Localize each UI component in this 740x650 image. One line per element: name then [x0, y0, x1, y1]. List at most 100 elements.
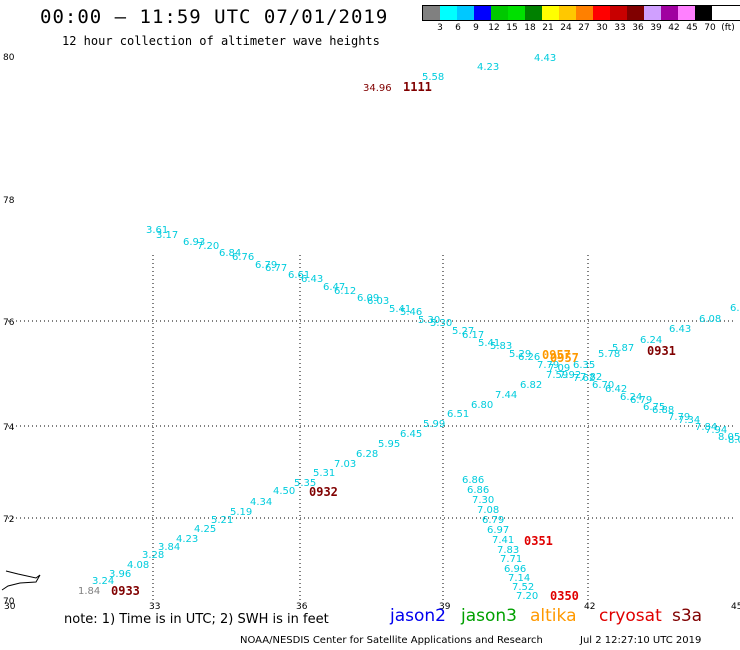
wave-height-value: 7.83	[497, 545, 519, 556]
wave-height-value: 6.97	[487, 525, 509, 536]
wave-height-value: 34.96	[363, 83, 392, 94]
wave-height-value: 6.70	[592, 380, 614, 391]
wave-height-value: 5.27	[452, 326, 474, 337]
wave-height-value: 6.76	[232, 252, 254, 263]
legend-swatch	[559, 6, 576, 20]
wave-height-value: 7.09	[548, 363, 570, 374]
wave-height-value: 5.21	[211, 515, 233, 526]
wave-height-value: 6.51	[447, 409, 469, 420]
latitude-label: 74	[3, 423, 15, 433]
legend-swatch	[423, 6, 440, 20]
wave-height-value: 6.86	[462, 475, 484, 486]
satellite-label-altika: altika	[530, 606, 577, 626]
wave-height-value: 7.59	[546, 370, 568, 381]
pass-time-label: 0957	[550, 351, 579, 365]
wave-height-value: 3.61	[146, 225, 168, 236]
wave-height-value: 6.	[730, 303, 740, 314]
legend-swatch	[661, 6, 678, 20]
legend-label: 70	[704, 23, 716, 33]
wave-height-value: 5.19	[230, 507, 252, 518]
map-title: 00:00 – 11:59 UTC 07/01/2019	[40, 6, 389, 28]
wave-height-value: 3.96	[109, 569, 131, 580]
longitude-label: 30	[4, 602, 16, 612]
satellite-label-s3a: s3a	[672, 606, 703, 626]
pass-time-label: 1111	[403, 80, 432, 94]
wave-height-value: 5.41	[478, 338, 500, 349]
legend-label: 12	[488, 23, 500, 33]
satellite-label-jason3: jason3	[461, 606, 517, 626]
longitude-label: 42	[584, 602, 595, 612]
legend-label: 18	[524, 23, 536, 33]
wave-height-value: 6.88	[652, 405, 674, 416]
wave-height-value: 5.46	[400, 307, 422, 318]
wave-height-value: 6.45	[400, 429, 422, 440]
wave-height-value: 8.05	[718, 432, 740, 443]
legend-swatch	[542, 6, 559, 20]
longitude-label: 39	[439, 602, 451, 612]
wave-height-value: 6.79	[630, 395, 652, 406]
legend-label: 39	[650, 23, 662, 33]
wave-height-value: 6.24	[620, 392, 642, 403]
wave-height-value: 7.41	[492, 535, 514, 546]
wave-height-value: 5.95	[378, 439, 400, 450]
wave-height-value: 7.79	[668, 412, 690, 423]
wave-height-value: 6.03	[367, 296, 389, 307]
map-subtitle: 12 hour collection of altimeter wave hei…	[62, 34, 380, 48]
wave-height-value: 5.29	[509, 349, 531, 360]
wave-height-value: 6.42	[605, 384, 627, 395]
wave-height-value: 7.94	[705, 425, 727, 436]
wave-height-value: 5.31	[313, 468, 335, 479]
wave-height-value: 4.08	[127, 560, 149, 571]
legend-swatch	[610, 6, 627, 20]
legend-swatch	[491, 6, 508, 20]
wave-height-value: 6.12	[334, 286, 356, 297]
wave-height-value: 5.30	[418, 315, 440, 326]
latitude-label: 76	[3, 318, 15, 328]
legend-label: 3	[437, 23, 443, 33]
wave-height-value: 6.82	[520, 380, 542, 391]
legend-swatch	[440, 6, 457, 20]
legend-label: 21	[542, 23, 554, 33]
coastline-outline	[1, 570, 41, 591]
pass-time-label: 0932	[309, 485, 338, 499]
latitude-label: 80	[3, 53, 15, 63]
legend-label: 42	[668, 23, 680, 33]
wave-height-value: 6.08	[699, 314, 721, 325]
wave-height-value: 7.34	[678, 415, 700, 426]
legend-label: 27	[578, 23, 590, 33]
wave-height-value: 7.92	[559, 370, 581, 381]
legend-swatch	[627, 6, 644, 20]
wave-height-value: 6.84	[219, 248, 241, 259]
wave-height-value: 6.26	[518, 352, 540, 363]
wave-height-value: 6.28	[356, 449, 378, 460]
pass-time-label: 0351	[524, 534, 553, 548]
wave-height-value: 4.23	[176, 534, 198, 545]
lat-lon-grid	[8, 255, 735, 600]
wave-height-value: 5.41	[389, 304, 411, 315]
pass-time-label: 0957	[542, 348, 571, 362]
wave-height-value: 5.87	[612, 343, 634, 354]
longitude-label: 33	[149, 602, 160, 612]
wave-height-value: 6.35	[573, 360, 595, 371]
footnote: note: 1) Time is in UTC; 2) SWH is in fe…	[64, 612, 329, 627]
wave-height-value: 6.93	[183, 237, 205, 248]
longitude-label: 45	[731, 602, 740, 612]
wave-height-value: 4.34	[250, 497, 272, 508]
legend-swatch	[474, 6, 491, 20]
legend-label: 30	[596, 23, 608, 33]
wave-height-value: 4.50	[273, 486, 295, 497]
wave-height-value: 7.20	[197, 241, 219, 252]
wave-height-value: 6.77	[265, 263, 287, 274]
wave-height-value: 4.23	[477, 62, 499, 73]
wave-height-value: 6.43	[669, 324, 691, 335]
legend-label: (ft)	[721, 23, 735, 33]
wave-height-value: 6.75	[643, 402, 665, 413]
wave-height-value: 5.58	[422, 72, 444, 83]
legend-swatch	[525, 6, 542, 20]
wave-height-value: 7.84	[695, 422, 717, 433]
wave-height-value: 7.62	[573, 373, 595, 384]
legend-label: 9	[473, 23, 479, 33]
longitude-label: 36	[296, 602, 308, 612]
wave-height-value: 5.35	[294, 478, 316, 489]
